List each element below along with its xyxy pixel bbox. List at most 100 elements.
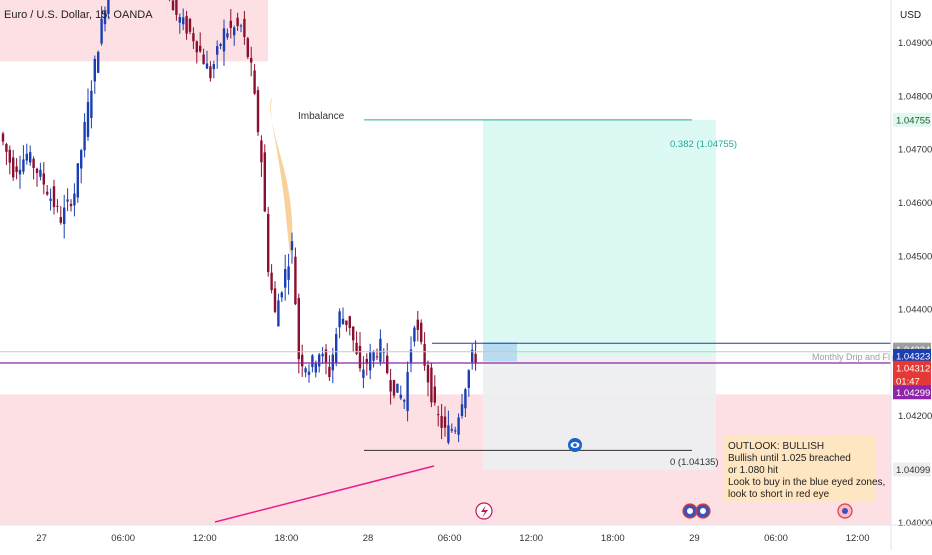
- price-tick-label: 1.04400: [898, 305, 932, 316]
- candle-body: [348, 316, 351, 329]
- us-flag-event-icon-2[interactable]: [695, 503, 711, 519]
- candle: [307, 364, 311, 383]
- candle-body: [73, 193, 76, 206]
- imbalance-label: Imbalance: [298, 111, 345, 122]
- candle-body: [8, 149, 11, 163]
- candle-body: [42, 173, 45, 185]
- candle: [66, 188, 69, 212]
- currency-label: USD: [900, 10, 921, 21]
- candle-body: [192, 33, 195, 42]
- trend-line[interactable]: [214, 465, 435, 523]
- candle-body: [229, 20, 232, 28]
- outlook-note-box[interactable]: [724, 436, 876, 502]
- candle: [52, 179, 56, 215]
- price-badge: 1.04323: [893, 349, 931, 364]
- candle: [243, 10, 246, 45]
- candle-body: [39, 169, 42, 177]
- candle: [246, 36, 249, 60]
- time-tick-label: 06:00: [438, 533, 462, 544]
- candle-body: [287, 266, 290, 280]
- candle-body: [474, 353, 477, 363]
- candle-body: [182, 17, 185, 25]
- price-badge-label: 01:47: [896, 377, 920, 388]
- time-tick-label: 28: [363, 533, 374, 544]
- candle-body: [32, 158, 35, 168]
- stop-zone: [483, 355, 716, 470]
- candle: [464, 387, 467, 418]
- candle: [83, 113, 86, 158]
- candle: [328, 355, 331, 381]
- candle-body: [226, 33, 229, 38]
- candle-body: [467, 370, 470, 388]
- lightning-event-icon[interactable]: [475, 502, 493, 520]
- candle: [250, 46, 253, 77]
- candle: [32, 156, 35, 180]
- price-badge-bg: [893, 385, 931, 400]
- candle-body: [311, 355, 314, 368]
- candle-body: [372, 351, 375, 361]
- candle: [345, 320, 348, 332]
- candle: [454, 426, 457, 435]
- candle: [195, 40, 198, 64]
- chart-title: Euro / U.S. Dollar, 15, OANDA: [4, 9, 153, 21]
- price-tick-label: 1.04000: [898, 518, 932, 529]
- candle-body: [188, 18, 192, 32]
- candle-body: [69, 203, 73, 207]
- candle-body: [335, 334, 338, 363]
- candle-body: [284, 269, 287, 288]
- outlook-line-3: or 1.080 hit: [728, 465, 778, 476]
- candle: [287, 253, 290, 295]
- candle: [348, 315, 351, 336]
- candle: [188, 17, 192, 35]
- candle-body: [209, 66, 212, 79]
- price-tick-label: 1.04200: [898, 411, 932, 422]
- price-badge: 1.04755: [893, 112, 931, 127]
- eye-icon[interactable]: [568, 438, 582, 452]
- candle: [260, 135, 263, 177]
- candle-body: [440, 416, 443, 428]
- candle: [103, 6, 107, 32]
- outlook-line-5: look to short in red eye: [728, 489, 830, 500]
- candle: [209, 61, 212, 82]
- candle-body: [365, 358, 368, 364]
- candle-body: [103, 10, 107, 25]
- candle: [192, 27, 195, 49]
- candle: [212, 60, 215, 79]
- eu-flag-event-icon[interactable]: [837, 503, 853, 519]
- candle: [233, 25, 236, 46]
- candle: [239, 23, 243, 33]
- candle-body: [406, 372, 409, 412]
- candle-body: [426, 365, 430, 383]
- price-axis-ticks[interactable]: 1.04900 1.04800 1.04700 1.04600 1.04500 1.044…: [898, 38, 932, 529]
- candle-body: [22, 159, 25, 172]
- price-badge: 1.04312: [893, 360, 931, 375]
- candle-body: [80, 150, 83, 169]
- candle: [270, 264, 273, 294]
- candle: [352, 326, 355, 353]
- fib-0382-label: 0.382 (1.04755): [670, 139, 737, 150]
- imbalance-highlight[interactable]: [270, 98, 293, 255]
- candle-body: [386, 355, 389, 373]
- candle: [100, 6, 103, 46]
- candle: [403, 398, 406, 410]
- candle: [474, 340, 477, 371]
- candle-body: [450, 429, 453, 431]
- candle: [379, 329, 382, 366]
- candle-body: [413, 327, 416, 342]
- candle: [471, 343, 474, 370]
- candle-body: [301, 354, 304, 367]
- candle: [416, 310, 419, 342]
- candle: [229, 9, 232, 39]
- candle-body: [403, 400, 406, 402]
- candle: [437, 405, 440, 427]
- candle: [460, 394, 464, 419]
- us-flag-event-icon[interactable]: [682, 503, 698, 519]
- candle-body: [345, 320, 348, 326]
- candle-body: [304, 368, 307, 373]
- price-badge-bg: [893, 462, 931, 477]
- time-axis-ticks[interactable]: 27 06:00 12:00 18:00 28 06:00 12:00 18:00 29 06:0…: [36, 533, 869, 544]
- candle-body: [18, 169, 22, 175]
- time-tick-label: 18:00: [275, 533, 299, 544]
